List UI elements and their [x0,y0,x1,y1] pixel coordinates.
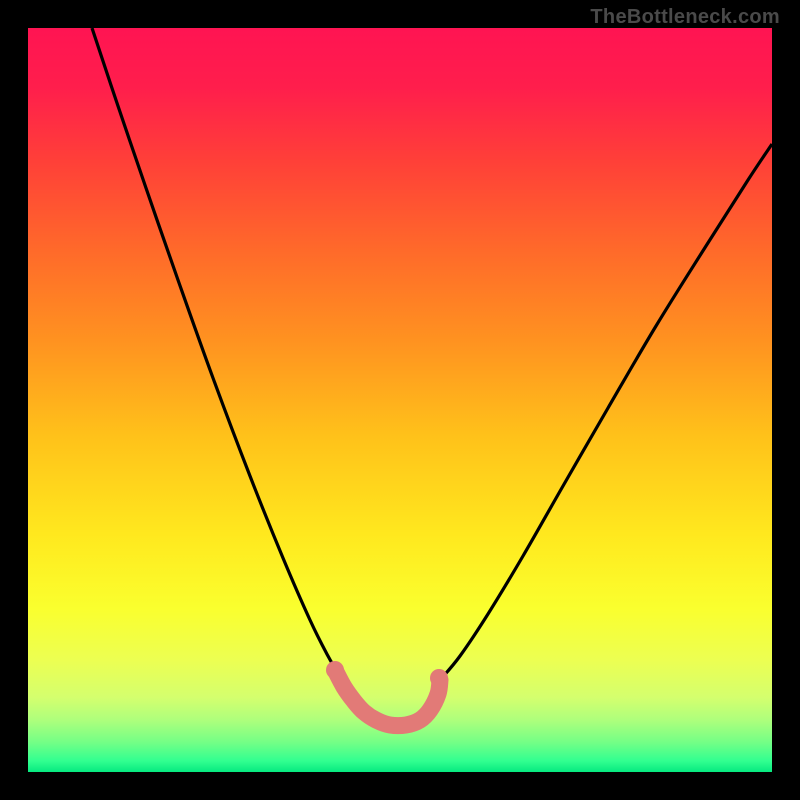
curve-left [92,28,341,678]
curve-right [440,144,772,680]
chart-frame: TheBottleneck.com [0,0,800,800]
bottleneck-band [335,670,440,726]
curve-layer [28,28,772,772]
plot-area [28,28,772,772]
watermark-text: TheBottleneck.com [590,6,780,29]
